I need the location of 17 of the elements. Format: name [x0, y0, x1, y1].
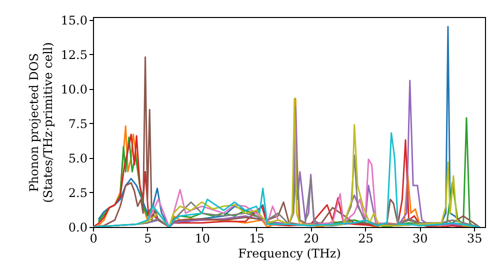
y-tick-label: 7.5: [68, 116, 88, 131]
x-tick-label: 5: [144, 232, 152, 246]
x-tick-label: 25: [358, 232, 374, 246]
x-tick-label: 30: [412, 232, 428, 246]
x-tick-label: 20: [304, 232, 319, 246]
y-tick-label: 15.0: [60, 13, 88, 28]
y-tick-label: 10.0: [60, 82, 88, 96]
x-tick-label: 0: [90, 232, 98, 246]
y-tick-label: 0.0: [68, 220, 88, 234]
x-tick-label: 15: [249, 232, 264, 246]
x-tick-label: 35: [466, 232, 482, 246]
x-axis-title: Frequency (THz): [238, 246, 341, 260]
y-tick-label: 12.5: [60, 48, 88, 62]
y-tick-label: 2.5: [68, 186, 88, 200]
y-axis-title: Phonon projected DOS (States/THz·primitive cell): [26, 42, 55, 203]
x-tick-label: 10: [194, 232, 210, 246]
y-tick-label: 5.0: [68, 151, 88, 166]
